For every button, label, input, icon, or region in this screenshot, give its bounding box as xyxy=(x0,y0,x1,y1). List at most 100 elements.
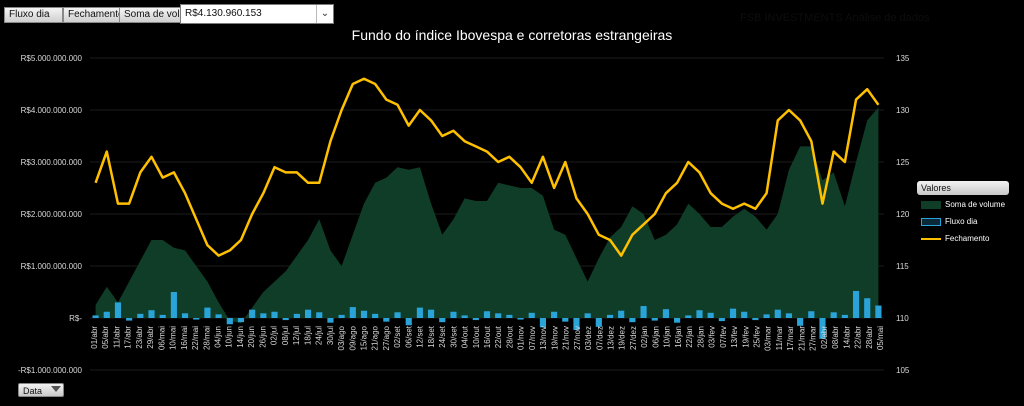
bar-fluxo-dia xyxy=(741,311,748,318)
x-tick-label: 18/jul xyxy=(303,326,312,345)
y-left-tick-label: R$1.000.000.000 xyxy=(21,262,83,271)
bar-fluxo-dia xyxy=(159,314,166,318)
bar-fluxo-dia xyxy=(204,307,211,318)
bar-fluxo-dia xyxy=(170,292,177,318)
x-tick-label: 08/abr xyxy=(831,326,840,349)
x-tick-label: 05/mai xyxy=(876,326,885,350)
bar-fluxo-dia xyxy=(249,309,256,318)
legend-label-fluxo: Fluxo dia xyxy=(945,217,978,226)
bar-fluxo-dia xyxy=(562,318,569,322)
value-dropdown[interactable]: R$4.130.960.153 ⌄ xyxy=(180,4,334,24)
bar-fluxo-dia xyxy=(92,315,99,318)
bar-fluxo-dia xyxy=(729,308,737,318)
bar-fluxo-dia xyxy=(618,310,625,318)
x-tick-label: 30/jul xyxy=(326,326,335,345)
x-tick-label: 13/fev xyxy=(730,326,739,348)
x-tick-label: 01/abr xyxy=(90,326,99,349)
x-tick-label: 22/jan xyxy=(685,326,694,348)
x-tick-label: 02/jul xyxy=(270,326,279,345)
bar-fluxo-dia xyxy=(439,318,446,323)
bar-fluxo-dia xyxy=(126,318,133,321)
bar-fluxo-dia xyxy=(327,318,334,323)
series-area-soma-de-volume xyxy=(95,107,879,324)
bar-fluxo-dia xyxy=(181,313,189,318)
x-tick-label: 22/abr xyxy=(854,326,863,349)
x-tick-label: 12/set xyxy=(416,325,425,348)
fluxo-dia-field-button[interactable]: Fluxo dia xyxy=(4,7,63,23)
x-tick-label: 16/jan xyxy=(674,326,683,348)
bar-fluxo-dia xyxy=(215,314,222,318)
bar-fluxo-dia xyxy=(103,311,110,318)
bar-fluxo-dia xyxy=(360,310,368,318)
y-left-tick-label: R$4.000.000.000 xyxy=(21,106,83,115)
x-tick-label: 22/out xyxy=(494,325,503,348)
x-tick-label: 04/jun xyxy=(214,326,223,348)
bar-fluxo-dia xyxy=(428,309,435,318)
data-filter-label: Data xyxy=(23,386,43,396)
chart-title: Fundo do índice Ibovespa e corretoras es… xyxy=(351,27,673,43)
legend-label-volume: Soma de volume xyxy=(945,200,1006,209)
bar-fluxo-dia xyxy=(797,318,804,326)
bar-fluxo-dia xyxy=(774,309,781,318)
x-tick-label: 02/abr xyxy=(820,326,829,349)
x-tick-label: 10/jan xyxy=(663,326,672,348)
bar-fluxo-dia xyxy=(260,313,267,318)
x-tick-label: 24/jul xyxy=(315,326,324,345)
y-right-tick-label: 125 xyxy=(896,158,910,167)
bar-fluxo-dia xyxy=(707,312,714,318)
bar-fluxo-dia xyxy=(551,311,558,318)
x-tick-label: 07/dez xyxy=(595,326,604,350)
y-left-tick-label: R$- xyxy=(69,314,82,323)
x-tick-label: 16/out xyxy=(483,325,492,348)
x-tick-label: 07/nov xyxy=(528,326,537,350)
x-tick-label: 15/ago xyxy=(359,325,368,350)
bar-fluxo-dia xyxy=(584,313,591,318)
bar-fluxo-dia xyxy=(785,313,793,318)
x-tick-label: 27/mar xyxy=(809,326,818,351)
bar-fluxo-dia xyxy=(685,315,692,318)
bar-fluxo-dia xyxy=(819,318,826,339)
x-tick-label: 12/jul xyxy=(292,326,301,345)
bar-fluxo-dia xyxy=(539,318,546,328)
y-left-tick-label: -R$1.000.000.000 xyxy=(18,366,83,375)
x-tick-label: 09/ago xyxy=(348,325,357,350)
bar-fluxo-dia xyxy=(864,298,871,318)
x-tick-label: 07/fev xyxy=(719,326,728,348)
chevron-down-icon[interactable]: ⌄ xyxy=(316,5,333,23)
x-tick-label: 27/dez xyxy=(629,326,638,350)
bar-fluxo-dia xyxy=(841,314,848,318)
bar-fluxo-dia xyxy=(752,318,759,321)
x-tick-label: 19/nov xyxy=(550,326,559,350)
x-tick-label: 14/jun xyxy=(236,326,245,348)
bar-fluxo-dia xyxy=(394,312,401,318)
x-tick-label: 28/jan xyxy=(696,326,705,348)
x-tick-label: 13/nov xyxy=(539,326,548,350)
x-tick-label: 23/abr xyxy=(135,326,144,349)
bar-fluxo-dia xyxy=(674,318,681,323)
bar-fluxo-dia xyxy=(852,290,860,318)
bar-fluxo-dia xyxy=(640,306,647,318)
bar-fluxo-dia xyxy=(383,318,390,322)
x-tick-label: 18/set xyxy=(427,325,436,348)
x-tick-label: 28/mai xyxy=(202,326,211,350)
bar-fluxo-dia xyxy=(304,309,312,318)
bar-fluxo-dia xyxy=(763,314,770,318)
x-tick-label: 01/nov xyxy=(517,326,526,350)
bar-fluxo-dia xyxy=(193,318,200,320)
data-filter-button[interactable]: Data xyxy=(18,383,64,397)
x-tick-label: 03/mar xyxy=(764,326,773,351)
series-line-fechamento xyxy=(94,77,880,257)
x-tick-label: 13/dez xyxy=(607,326,616,350)
bar-fluxo-dia xyxy=(495,313,502,318)
x-tick-label: 24/set xyxy=(438,325,447,348)
x-tick-label: 05/abr xyxy=(101,326,110,349)
legend: Valores Soma de volume Fluxo dia Fechame… xyxy=(917,181,1009,259)
x-tick-label: 21/ago xyxy=(371,325,380,350)
x-tick-label: 03/fev xyxy=(708,326,717,348)
bar-fluxo-dia xyxy=(137,313,144,318)
x-tick-label: 28/out xyxy=(505,325,514,348)
x-tick-label: 25/fev xyxy=(752,326,761,348)
x-tick-label: 17/mar xyxy=(786,326,795,351)
legend-title[interactable]: Valores xyxy=(917,181,1009,195)
